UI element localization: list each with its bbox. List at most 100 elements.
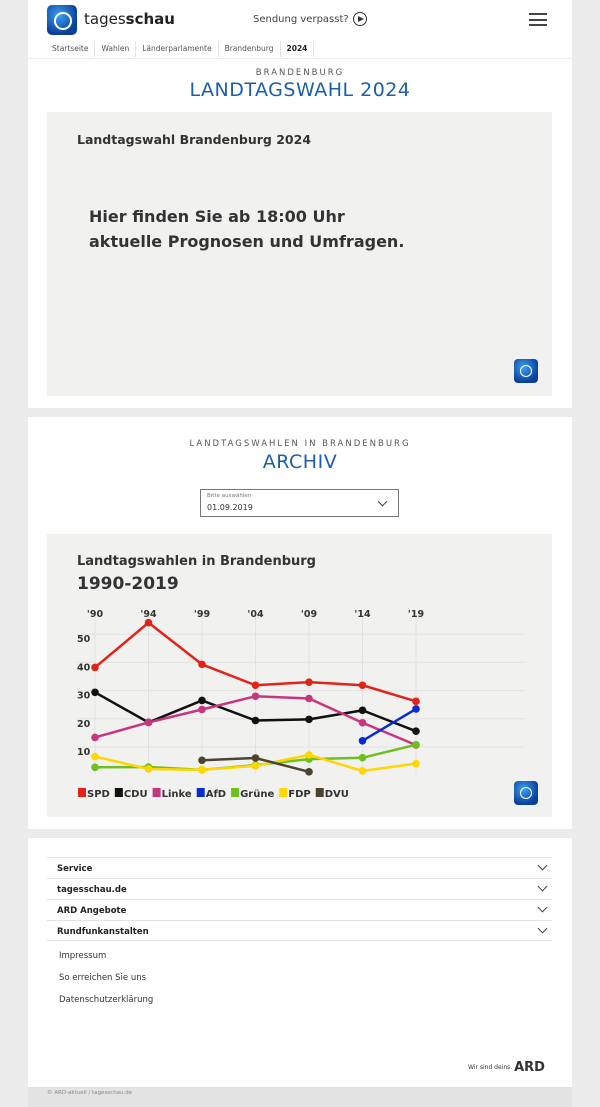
message-line: aktuelle Prognosen und Umfragen. bbox=[89, 232, 405, 251]
chart-title: Landtagswahlen in Brandenburg bbox=[77, 554, 316, 569]
brand-light: tages bbox=[84, 10, 126, 28]
data-point-CDU bbox=[305, 715, 313, 724]
data-point-CDU bbox=[358, 706, 367, 715]
archive-kicker: LANDTAGSWAHLEN IN BRANDENBURG bbox=[189, 439, 411, 449]
legend-label: Linke bbox=[162, 789, 192, 800]
play-icon bbox=[352, 12, 367, 26]
data-point-SPD bbox=[144, 618, 153, 627]
footer: Service tagesschau.de ARD Angebote Rundf… bbox=[28, 838, 572, 1087]
chart-panel: Landtagswahlen in Brandenburg 1990-2019 10… bbox=[47, 534, 552, 817]
data-point-Grüne bbox=[412, 740, 420, 749]
page-title: LANDTAGSWAHL 2024 bbox=[189, 79, 411, 101]
legend-label: SPD bbox=[87, 789, 110, 800]
message-line: Hier finden Sie ab 18:00 Uhr bbox=[89, 207, 345, 226]
y-tick-label: 20 bbox=[77, 719, 91, 730]
archive-title: ARCHIV bbox=[262, 451, 338, 473]
election-panel: Landtagswahl Brandenburg 2024 Hier finde… bbox=[47, 112, 552, 396]
data-point-Linke bbox=[198, 705, 206, 714]
accordion-tagesschau[interactable]: tagesschau.de bbox=[47, 878, 552, 899]
missed-show-link[interactable]: Sendung verpasst? bbox=[253, 12, 367, 26]
series-line-AfD bbox=[361, 707, 417, 742]
header-section: tagesschau Sendung verpasst? Startseite … bbox=[28, 0, 572, 408]
data-point-CDU bbox=[198, 696, 206, 705]
breadcrumb-item[interactable]: Länderparlamente bbox=[136, 41, 219, 57]
data-point-Linke bbox=[91, 733, 99, 742]
data-point-FDP bbox=[91, 752, 99, 761]
breadcrumb-item[interactable]: Wahlen bbox=[95, 41, 137, 57]
election-date-select[interactable]: Bitte auswählen 01.09.2019 bbox=[200, 489, 399, 517]
data-point-DVU bbox=[198, 756, 206, 765]
link-contact[interactable]: So erreichen Sie uns bbox=[59, 973, 147, 983]
legend-swatch-Linke bbox=[152, 788, 161, 797]
menu-icon[interactable] bbox=[529, 13, 547, 26]
data-point-AfD bbox=[358, 736, 367, 745]
data-point-FDP bbox=[144, 765, 153, 773]
data-point-Linke bbox=[358, 718, 367, 727]
archive-section: LANDTAGSWAHLEN IN BRANDENBURG ARCHIV Bit… bbox=[28, 417, 572, 829]
data-point-Linke bbox=[144, 718, 153, 727]
legend-label: FDP bbox=[288, 789, 310, 800]
legend-swatch-CDU bbox=[114, 788, 123, 797]
data-point-DVU bbox=[305, 768, 313, 776]
y-tick-label: 10 bbox=[77, 747, 91, 758]
data-point-Grüne bbox=[91, 763, 99, 772]
x-tick-label: '94 bbox=[140, 609, 157, 620]
legend-swatch-Grüne bbox=[231, 788, 240, 797]
data-point-FDP bbox=[198, 766, 206, 774]
ard-brand[interactable]: Wir sind deins. ARD bbox=[468, 1060, 545, 1075]
chevron-down-icon bbox=[377, 496, 388, 507]
breadcrumb: Startseite Wahlen Länderparlamente Brand… bbox=[46, 41, 315, 57]
chevron-down-icon bbox=[537, 902, 548, 913]
data-point-Linke bbox=[305, 694, 313, 703]
data-point-SPD bbox=[198, 660, 206, 669]
y-tick-label: 40 bbox=[77, 662, 91, 673]
panel-message: Hier finden Sie ab 18:00 Uhr aktuelle Pro… bbox=[89, 204, 404, 254]
y-tick-label: 50 bbox=[77, 634, 91, 645]
election-chart: Landtagswahlen in Brandenburg 1990-2019 10… bbox=[77, 554, 525, 800]
data-point-SPD bbox=[358, 681, 367, 690]
ard-logo: ARD bbox=[514, 1060, 545, 1075]
legend-label: DVU bbox=[325, 789, 349, 800]
legend-swatch-SPD bbox=[78, 788, 86, 797]
legend-label: AfD bbox=[206, 789, 226, 800]
legend-label: CDU bbox=[124, 789, 148, 800]
breadcrumb-item[interactable]: Brandenburg bbox=[219, 41, 281, 57]
tagesschau-logo[interactable] bbox=[47, 5, 77, 35]
data-point-FDP bbox=[305, 751, 313, 759]
data-point-FDP bbox=[251, 762, 260, 770]
data-point-AfD bbox=[412, 705, 420, 713]
data-point-Linke bbox=[251, 692, 260, 701]
breadcrumb-item[interactable]: Startseite bbox=[46, 41, 96, 57]
x-tick-label: '09 bbox=[301, 609, 317, 620]
tagesschau-logo-small bbox=[514, 781, 538, 805]
link-privacy[interactable]: Datenschutzerklärung bbox=[59, 995, 154, 1005]
panel-title: Landtagswahl Brandenburg 2024 bbox=[77, 132, 312, 147]
accordion-rundfunkanstalten[interactable]: Rundfunkanstalten bbox=[47, 920, 552, 941]
accordion-label: Service bbox=[57, 864, 93, 874]
data-point-FDP bbox=[412, 759, 420, 768]
data-point-SPD bbox=[305, 678, 313, 686]
x-tick-label: '14 bbox=[354, 609, 371, 620]
legend-swatch-AfD bbox=[196, 788, 205, 797]
accordion-service[interactable]: Service bbox=[47, 857, 552, 878]
ard-slogan: Wir sind deins. bbox=[468, 1064, 513, 1071]
data-point-SPD bbox=[412, 697, 420, 706]
x-tick-label: '19 bbox=[408, 609, 424, 620]
brand-name[interactable]: tagesschau bbox=[84, 10, 175, 28]
accordion-label: ARD Angebote bbox=[57, 906, 127, 916]
link-impressum[interactable]: Impressum bbox=[59, 951, 107, 961]
breadcrumb-current: 2024 bbox=[281, 41, 315, 57]
data-point-CDU bbox=[412, 727, 420, 736]
data-point-DVU bbox=[251, 754, 260, 762]
chevron-down-icon bbox=[537, 923, 548, 934]
copyright: © ARD-aktuell / tagesschau.de bbox=[28, 1087, 572, 1107]
legend-swatch-FDP bbox=[279, 788, 288, 797]
chevron-down-icon bbox=[537, 860, 548, 871]
x-tick-label: '90 bbox=[87, 609, 104, 620]
legend-label: Grüne bbox=[240, 789, 274, 800]
accordion-label: tagesschau.de bbox=[57, 885, 127, 895]
data-point-Grüne bbox=[358, 753, 367, 762]
data-point-CDU bbox=[91, 688, 99, 697]
election-kicker: BRANDENBURG bbox=[255, 68, 345, 78]
accordion-ard-angebote[interactable]: ARD Angebote bbox=[47, 899, 552, 920]
